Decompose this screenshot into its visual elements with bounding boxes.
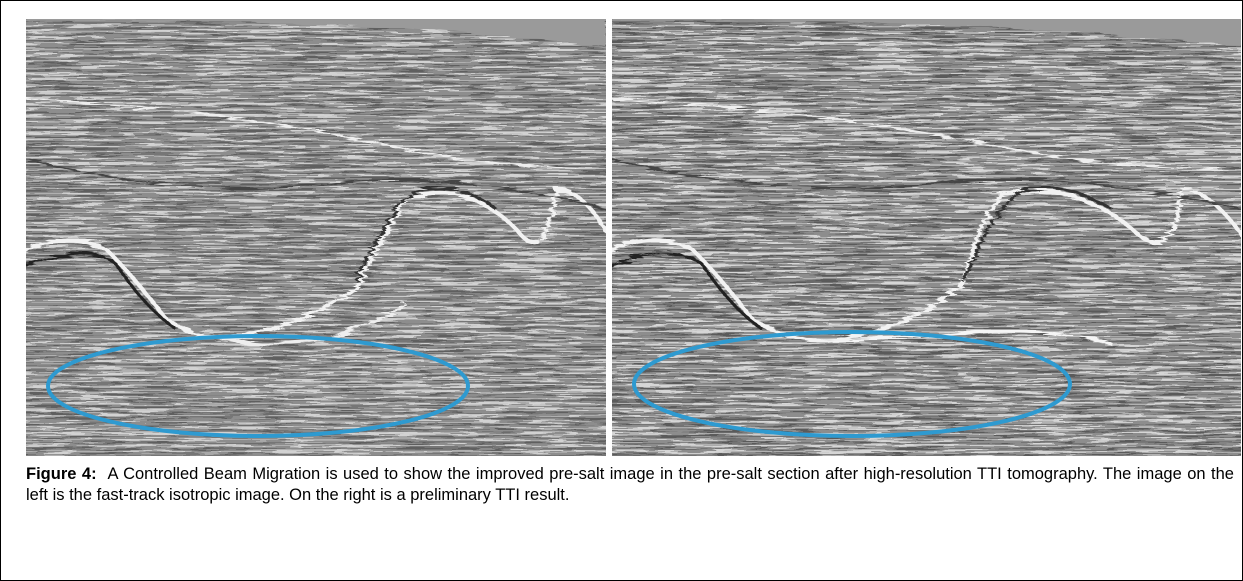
highlight-ellipse xyxy=(632,330,1072,438)
caption-label: Figure 4: xyxy=(26,465,97,483)
seismic-texture xyxy=(26,19,606,456)
seismic-texture xyxy=(612,19,1241,456)
highlight-ellipse xyxy=(46,334,470,438)
seismic-image-right xyxy=(612,19,1241,456)
seismic-image-left xyxy=(26,19,606,456)
figure-caption: Figure 4: A Controlled Beam Migration is… xyxy=(26,464,1234,506)
caption-text: A Controlled Beam Migration is used to s… xyxy=(26,465,1234,504)
